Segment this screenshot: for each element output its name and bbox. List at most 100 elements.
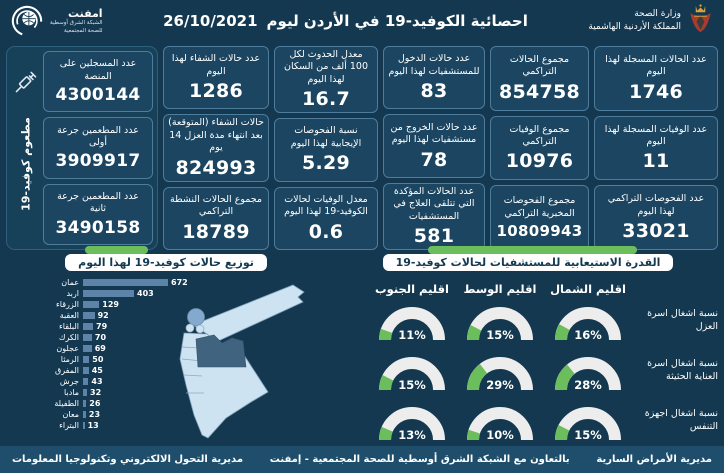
stat-card-value: 5.29 [301,152,351,175]
stat-card: عدد الحالات المسجلة لهذا اليوم 1746 [594,46,718,111]
hospital-capacity-section: القدرة الاستيعابية للمستشفيات لحالات كوف… [332,253,724,446]
bar [83,366,89,375]
bar-row: الكرك 70 [8,332,208,343]
bar [83,388,87,397]
gauge-arc: 15% [555,407,621,442]
bar-value: 23 [88,410,101,419]
stat-card-value: 10809943 [496,222,583,241]
stat-card-label: عدد الحالات المسجلة لهذا اليوم [605,53,707,78]
bar-value: 26 [89,399,101,408]
stat-card: حالات الشفاء (المتوقعة) بعد انتهاء مدة ا… [163,114,269,182]
capacity-grid-corner [632,274,718,296]
bar-value: 672 [171,278,188,287]
stat-column-5: عدد حالات الشفاء لهذا اليوم 1286 حالات الش… [163,46,269,250]
stat-card-label: مجموع الحالات النشطة التراكمي [169,193,262,218]
stat-card-label: عدد الوفيات المسجلة لهذا اليوم [604,123,708,147]
bar-row: عمان 672 [8,277,208,288]
green-accent-bar-left [85,246,148,254]
vaccination-side-strip: مطعوم كوفيد-19 [11,51,41,245]
stat-card-label: نسبة الفحوصات الإيجابية لهذا اليوم [290,125,362,149]
stat-card-label: عدد حالات الشفاء لهذا اليوم [171,53,261,77]
bar [83,399,87,408]
capacity-row-label-3: نسبة اشغال اجهزة التنفس [644,408,718,432]
stat-card-label: مجموع الفحوصات المخبرية التراكمي [503,195,576,219]
stat-card: عدد حالات الدخول للمستشفيات لهذا اليوم 83 [383,46,485,110]
syringe-icon [15,71,37,93]
stat-card-label: عدد الحالات المؤكدة التي تتلقى العلاج في… [393,185,475,222]
emphnet-globe-icon [11,5,43,37]
stat-card: مجموع الحالات النشطة التراكمي 18789 [163,186,269,250]
stat-card-label: حالات الشفاء (المتوقعة) بعد انتهاء مدة ا… [168,117,264,154]
region-header-2: اقليم الوسط [463,282,537,296]
bar [83,322,93,331]
stat-column-2: مجموع الحالات التراكمي 854758 مجموع الوفيا… [490,46,589,251]
map-region-amman [195,334,247,368]
page-title: احصائية الكوفيد-19 في الأردن ليوم [266,12,528,30]
footer-left: مديرية التحول الالكتروني وتكنولوجيا المع… [12,454,244,465]
cases-distribution-section: توزيع حالات كوفيد-19 لهذا اليوم عمان 672 ا… [0,253,332,446]
emphnet-branding: امفنت الشبكة الشرق أوسطية للصحة المجتمعي… [10,4,103,38]
stat-card: عدد المطعمين جرعة أولى 3909917 [43,117,153,179]
bar-label: الزرقاء [56,300,79,309]
capacity-gauge: 15% [368,346,456,396]
bar-row: الطفيلة 26 [8,398,208,409]
stat-card-value: 1746 [628,80,684,103]
bar-row: مادبا 32 [8,387,208,398]
capacity-title: القدرة الاستيعابية للمستشفيات لحالات كوف… [382,254,674,271]
svg-text:13%: 13% [398,428,426,442]
gauge-arc: 13% [379,407,445,442]
bar-label: عجلون [56,344,79,353]
bar-row: معان 23 [8,409,208,420]
bar-label: البلقاء [59,322,79,331]
stats-grid: عدد الحالات المسجلة لهذا اليوم 1746 عدد ال… [0,42,724,251]
bar-row: المفرق 45 [8,365,208,376]
svg-text:15%: 15% [574,428,602,442]
bar-value: 50 [92,355,104,364]
bar-label: الرمثا [60,355,79,364]
bar [83,311,95,320]
bar-row: الرمثا 50 [8,354,208,365]
stat-card-label: مجموع الحالات التراكمي [509,53,570,78]
capacity-gauge: 28% [544,346,632,396]
stat-card-label: عدد المطعمين جرعة أولى [57,124,139,148]
stat-card-value: 4300144 [55,85,141,105]
green-accent-bar-right [428,246,637,254]
bar-label: الطفيلة [54,399,79,408]
bar-value: 79 [96,322,108,331]
header: وزارة الصحة المملكة الأردنية الهاشمية اح… [0,0,724,42]
bar-value: 13 [87,421,99,430]
bar-row: جرش 43 [8,376,208,387]
stat-card: نسبة الفحوصات الإيجابية لهذا اليوم 5.29 [274,118,378,182]
map-region-irbid [187,308,205,326]
report-date: 26/10/2021 [163,12,258,30]
footer: مديرية الأمراض السارية بالتعاون مع الشبك… [0,446,724,473]
bar [83,278,168,287]
gauge-arc: 15% [467,307,533,342]
stat-card-label: عدد حالات الدخول للمستشفيات لهذا اليوم [388,53,480,77]
bar-label: الكرك [58,333,79,342]
stat-card: معدل الوفيات لحالات الكوفيد-19 لهذا اليو… [274,186,378,250]
jordan-coat-of-arms-icon [690,4,711,33]
page-title-wrap: احصائية الكوفيد-19 في الأردن ليوم 26/10/… [163,12,528,30]
bar-label: المفرق [55,366,79,375]
stat-card: عدد الفحوصات التراكمي لهذا اليوم 33021 [594,185,718,251]
stat-card-label: عدد الفحوصات التراكمي لهذا اليوم [607,193,705,217]
gauge-arc: 28% [555,357,621,392]
svg-text:29%: 29% [486,378,514,392]
vaccination-side-label: مطعوم كوفيد-19 [19,116,33,211]
svg-text:15%: 15% [486,328,514,342]
stat-card-value: 3490158 [55,217,141,238]
stat-card-value: 11 [642,150,670,173]
capacity-gauge: 11% [368,296,456,346]
capacity-grid: اقليم الشمال اقليم الوسط اقليم الجنوب نسبة … [332,274,724,446]
stat-card: معدل الحدوث لكل 100 ألف من السكان لهذا ا… [274,46,378,114]
region-header-1: اقليم الشمال [550,282,626,296]
emphnet-subtitle-2: للصحة المجتمعية [64,27,103,34]
emphnet-name: امفنت [67,6,103,20]
bar-row: البتراء 13 [8,420,208,431]
footer-center: بالتعاون مع الشبكة الشرق أوسطية للصحة ال… [269,454,570,465]
stat-card-value: 78 [420,148,448,171]
bar-label: مادبا [64,388,79,397]
bar [83,333,92,342]
bar-row: البلقاء 79 [8,321,208,332]
